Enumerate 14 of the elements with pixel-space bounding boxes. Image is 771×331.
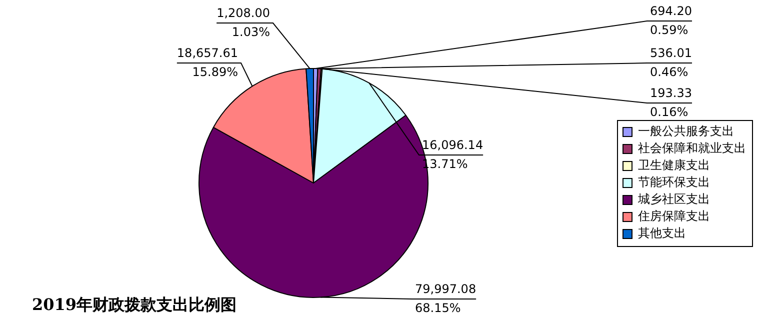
data-label: 79,997.08 68.15%: [415, 282, 476, 316]
data-label: 1,208.00 1.03%: [216, 6, 270, 40]
data-label: 193.33 0.16%: [650, 86, 692, 120]
legend-label: 节能环保支出: [638, 175, 710, 190]
data-label: 18,657.61 15.89%: [176, 46, 238, 80]
legend-label: 社会保障和就业支出: [638, 141, 746, 156]
legend-label: 城乡社区支出: [637, 192, 710, 206]
legend-label: 一般公共服务支出: [638, 124, 734, 138]
legend-label: 住房保障支出: [637, 209, 710, 224]
text: 2019年财政拨款支出比例图: [32, 295, 237, 314]
data-label: 536.01 0.46%: [650, 46, 692, 80]
legend-label: 卫生健康支出: [638, 158, 710, 172]
data-label: 694.20 0.59%: [650, 4, 692, 38]
legend-label: 其他支出: [638, 226, 686, 240]
